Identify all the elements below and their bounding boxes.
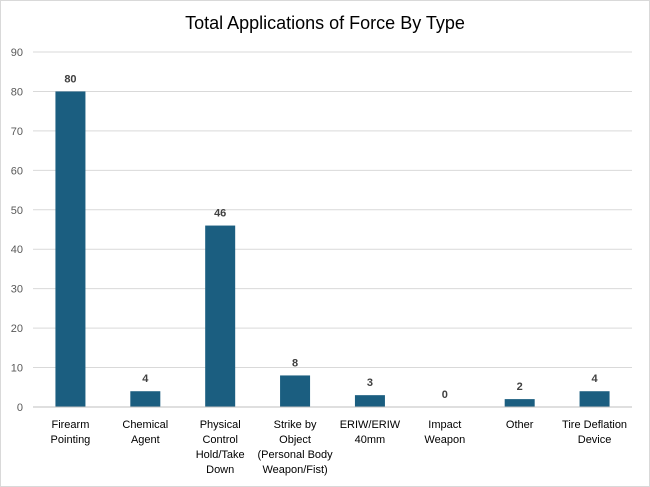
- x-tick-label: Impact: [428, 419, 461, 431]
- y-tick-label: 20: [11, 323, 23, 335]
- y-tick-label: 60: [11, 165, 23, 177]
- bar: [55, 91, 86, 407]
- data-label: 3: [367, 377, 373, 389]
- y-tick-label: 30: [11, 284, 23, 296]
- x-tick-label: 40mm: [355, 434, 386, 446]
- x-tick-label: ERIW/ERIW: [340, 419, 401, 431]
- chart-title: Total Applications of Force By Type: [185, 13, 465, 33]
- x-tick-label: Down: [206, 464, 234, 476]
- y-tick-label: 70: [11, 126, 23, 138]
- data-label: 46: [214, 208, 226, 220]
- x-tick-label: Weapon: [424, 434, 465, 446]
- x-tick-label: Tire Deflation: [562, 419, 627, 431]
- bar: [504, 399, 535, 407]
- bar: [579, 391, 610, 407]
- x-tick-label: Object: [279, 434, 311, 446]
- x-tick-label: Chemical: [122, 419, 168, 431]
- y-tick-label: 50: [11, 205, 23, 217]
- x-tick-label: (Personal Body: [257, 449, 333, 461]
- data-label: 2: [517, 381, 523, 393]
- bar: [354, 395, 385, 407]
- y-tick-label: 40: [11, 244, 23, 256]
- x-tick-label: Agent: [131, 434, 160, 446]
- data-label: 0: [442, 389, 448, 401]
- y-tick-label: 10: [11, 363, 23, 375]
- data-label: 8: [292, 357, 298, 369]
- y-tick-label: 80: [11, 86, 23, 98]
- x-tick-label: Other: [506, 419, 534, 431]
- x-tick-label: Physical: [200, 419, 241, 431]
- x-tick-label: Strike by: [274, 419, 317, 431]
- bar: [130, 391, 161, 407]
- x-tick-label: Device: [578, 434, 612, 446]
- y-tick-label: 90: [11, 47, 23, 59]
- data-label: 4: [142, 373, 149, 385]
- bar: [205, 225, 236, 407]
- x-tick-label: Hold/Take: [196, 449, 245, 461]
- y-tick-label: 0: [17, 402, 23, 414]
- data-label: 4: [592, 373, 599, 385]
- x-tick-label: Weapon/Fist): [262, 464, 327, 476]
- x-tick-label: Pointing: [51, 434, 91, 446]
- data-label: 80: [64, 73, 76, 85]
- bar: [280, 375, 311, 407]
- x-tick-label: Control: [202, 434, 237, 446]
- x-tick-label: Firearm: [51, 419, 89, 431]
